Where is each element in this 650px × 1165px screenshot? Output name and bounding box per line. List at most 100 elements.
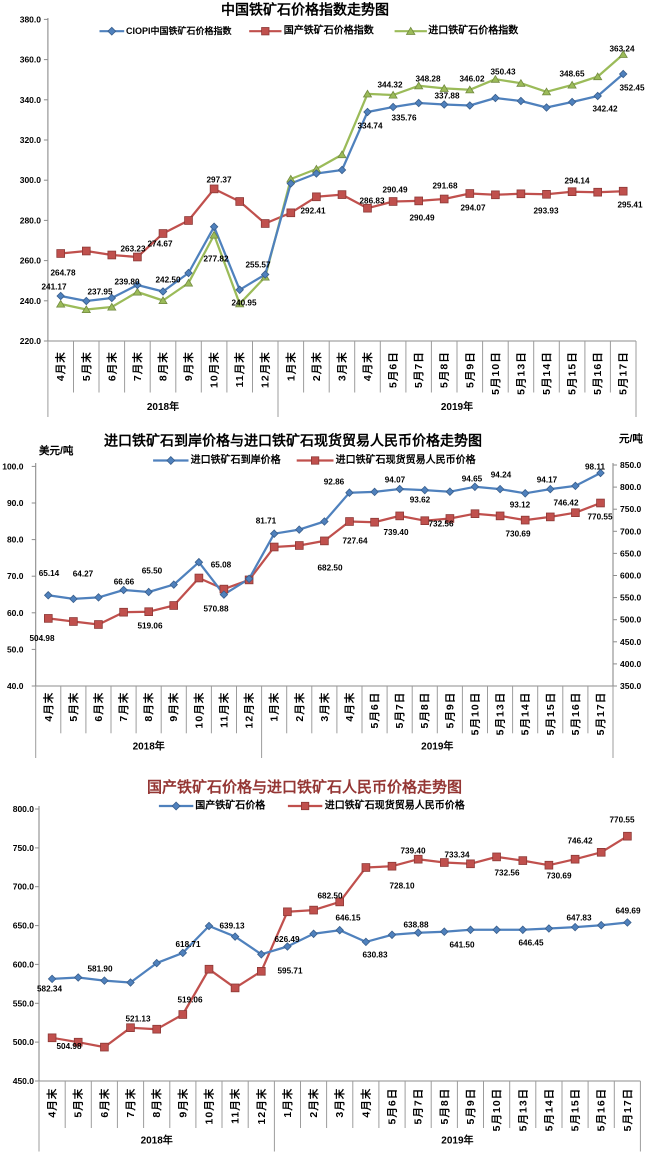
svg-text:348.65: 348.65 [559,70,584,79]
svg-text:80.0: 80.0 [7,535,24,545]
svg-text:94.65: 94.65 [462,475,483,484]
svg-text:746.42: 746.42 [567,837,592,846]
svg-text:94.07: 94.07 [385,476,406,485]
svg-text:92.86: 92.86 [324,478,345,487]
svg-text:770.55: 770.55 [587,513,612,522]
svg-text:5月8日: 5月8日 [439,1088,451,1125]
svg-text:800.0: 800.0 [13,804,35,814]
svg-text:93.12: 93.12 [510,501,531,510]
svg-text:6月末: 6月末 [98,1088,111,1118]
svg-text:12月末: 12月末 [255,1088,268,1125]
svg-text:7月末: 7月末 [131,351,144,381]
svg-text:346.02: 346.02 [459,75,484,84]
svg-text:4月末: 4月末 [343,692,356,722]
svg-text:5月末: 5月末 [80,351,93,381]
svg-text:进口铁矿石价格指数: 进口铁矿石价格指数 [428,24,519,37]
svg-text:595.71: 595.71 [277,967,302,976]
svg-text:10月末: 10月末 [208,351,221,388]
svg-text:5月7日: 5月7日 [413,1088,425,1125]
svg-text:500.0: 500.0 [13,1037,35,1047]
svg-text:521.13: 521.13 [125,1015,150,1024]
svg-text:504.98: 504.98 [29,634,54,643]
svg-text:280.0: 280.0 [20,215,42,225]
svg-text:300.0: 300.0 [20,175,42,185]
svg-text:290.49: 290.49 [382,186,407,195]
svg-text:297.37: 297.37 [206,176,231,185]
svg-text:5月8日: 5月8日 [439,351,451,388]
svg-text:国产铁矿石价格: 国产铁矿石价格 [195,799,266,812]
svg-text:5月16日: 5月16日 [570,692,582,736]
svg-text:70.0: 70.0 [7,571,24,581]
svg-text:2018年: 2018年 [147,400,179,413]
svg-text:237.95: 237.95 [87,288,112,297]
svg-text:4月末: 4月末 [54,351,67,381]
svg-text:5月10日: 5月10日 [490,351,502,395]
svg-text:93.62: 93.62 [410,496,431,505]
svg-text:5月10日: 5月10日 [491,1088,503,1132]
svg-text:293.93: 293.93 [533,207,558,216]
svg-text:8月末: 8月末 [157,351,170,381]
svg-text:770.55: 770.55 [609,816,634,825]
svg-text:11月末: 11月末 [233,351,246,387]
svg-text:639.13: 639.13 [219,922,244,931]
svg-text:728.10: 728.10 [389,882,414,891]
svg-text:730.69: 730.69 [546,872,571,881]
svg-text:626.49: 626.49 [274,935,299,944]
svg-text:9月末: 9月末 [182,351,195,381]
svg-text:中国铁矿石价格指数走势图: 中国铁矿石价格指数走势图 [221,2,389,18]
svg-text:12月末: 12月末 [259,351,272,388]
svg-text:60.0: 60.0 [7,608,24,618]
svg-text:65.08: 65.08 [211,561,232,570]
svg-text:7月末: 7月末 [117,692,130,722]
svg-text:5月9日: 5月9日 [444,692,456,729]
svg-text:2018年: 2018年 [133,740,165,753]
svg-text:600.0: 600.0 [13,959,35,969]
svg-text:519.06: 519.06 [137,622,162,631]
svg-text:450.0: 450.0 [620,637,642,647]
svg-text:81.71: 81.71 [256,517,277,526]
svg-text:40.0: 40.0 [7,681,24,691]
svg-text:3月末: 3月末 [318,692,331,722]
svg-text:727.64: 727.64 [342,537,367,546]
svg-text:8月末: 8月末 [150,1088,163,1118]
svg-text:进口铁矿石现货贸易人民币价格: 进口铁矿石现货贸易人民币价格 [325,799,466,812]
svg-text:286.83: 286.83 [359,197,384,206]
svg-text:750.0: 750.0 [620,504,642,514]
svg-text:进口铁矿石现货贸易人民币价格: 进口铁矿石现货贸易人民币价格 [336,453,477,466]
svg-text:5月14日: 5月14日 [541,351,553,395]
svg-text:352.45: 352.45 [619,84,644,93]
svg-text:2019年: 2019年 [441,400,473,413]
svg-text:600.0: 600.0 [620,571,642,581]
svg-text:5月17日: 5月17日 [618,351,630,395]
svg-text:10月末: 10月末 [203,1088,216,1125]
svg-text:2月末: 2月末 [310,351,323,381]
svg-text:647.83: 647.83 [566,914,591,923]
svg-text:2月末: 2月末 [293,692,306,722]
svg-text:6月末: 6月末 [92,692,105,722]
svg-text:295.41: 295.41 [617,201,642,210]
svg-text:739.40: 739.40 [400,847,425,856]
svg-text:5月14日: 5月14日 [520,692,532,736]
svg-text:10月末: 10月末 [192,692,205,729]
svg-text:5月15日: 5月15日 [567,351,579,395]
svg-text:12月末: 12月末 [243,692,256,729]
svg-text:360.0: 360.0 [20,55,42,65]
svg-text:4月末: 4月末 [359,1088,372,1118]
svg-text:66.66: 66.66 [114,578,135,587]
svg-text:500.0: 500.0 [620,615,642,625]
svg-text:国产铁矿石价格指数: 国产铁矿石价格指数 [284,24,375,37]
svg-text:2019年: 2019年 [421,740,453,753]
svg-text:2019年: 2019年 [441,1134,473,1147]
svg-text:100.0: 100.0 [2,461,24,471]
svg-text:元/吨: 元/吨 [619,432,643,445]
svg-text:98.11: 98.11 [585,463,605,472]
svg-text:241.17: 241.17 [41,283,66,292]
svg-text:90.0: 90.0 [7,498,24,508]
svg-text:5月9日: 5月9日 [464,351,476,388]
svg-text:5月8日: 5月8日 [419,692,431,729]
svg-text:5月13日: 5月13日 [495,692,507,736]
svg-text:5月7日: 5月7日 [413,351,425,388]
svg-text:240.95: 240.95 [231,299,256,308]
svg-text:264.78: 264.78 [50,269,75,278]
svg-text:732.56: 732.56 [428,520,453,529]
